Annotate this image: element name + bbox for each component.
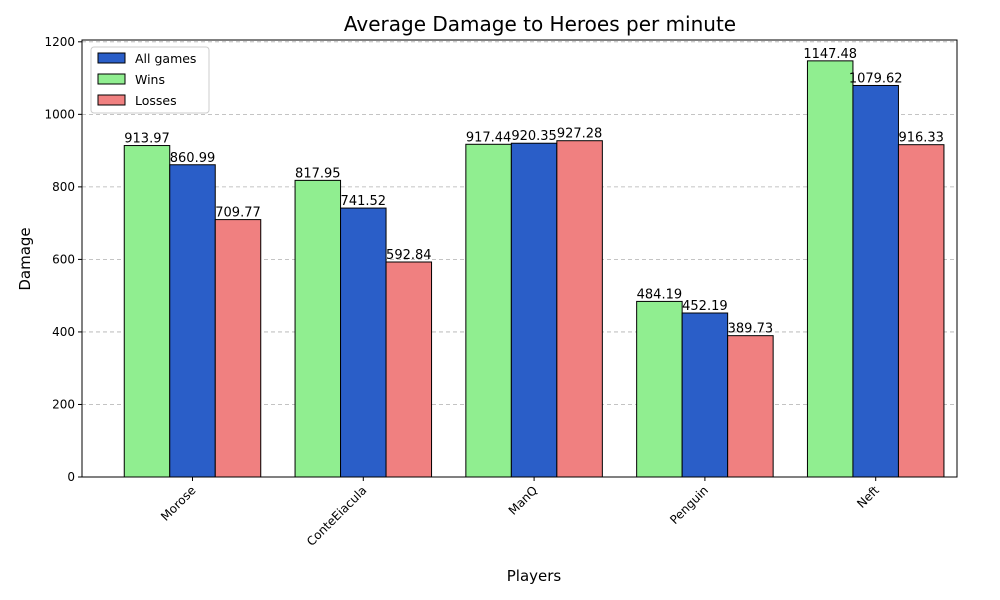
y-tick-label: 200 (52, 397, 75, 411)
x-tick-label: Penguin (667, 483, 711, 527)
bar-all-games (340, 207, 387, 478)
y-tick-label: 1000 (44, 107, 75, 121)
bar-value-label: 741.52 (341, 194, 387, 209)
x-tick-label: Morose (158, 483, 199, 524)
bar-value-label: 592.84 (386, 248, 432, 263)
plot-frame (81, 39, 958, 478)
y-tick-label: 1200 (44, 35, 75, 49)
legend-label: Losses (135, 93, 177, 108)
bar-value-label: 920.35 (511, 129, 557, 144)
bar-all-games (852, 84, 899, 478)
bar-losses (897, 144, 945, 478)
bar-all-games (169, 164, 216, 478)
bar-wins (123, 145, 171, 478)
bar-value-label: 913.97 (124, 132, 170, 147)
bar-value-label: 817.95 (295, 166, 341, 181)
chart-title: Average Damage to Heroes per minute (344, 12, 736, 36)
x-tick-label: ConteEiacula (304, 483, 369, 548)
y-tick-label: 600 (52, 252, 75, 266)
bar-losses (727, 335, 774, 478)
x-tick-label: ManQ (506, 483, 540, 517)
bar-value-label: 927.28 (557, 127, 603, 142)
bar-all-games (681, 312, 729, 478)
y-tick-label: 800 (52, 180, 75, 194)
bar-all-games (510, 142, 558, 478)
bar-value-label: 484.19 (637, 287, 683, 302)
legend-swatch (97, 52, 126, 64)
bar-value-label: 1147.48 (803, 47, 857, 62)
bar-losses (385, 261, 433, 478)
x-axis-title: Players (507, 567, 562, 585)
bar-losses (214, 219, 262, 478)
bar-value-label: 916.33 (898, 131, 944, 146)
bars (123, 60, 945, 478)
x-tick-label: Neft (854, 483, 882, 511)
bar-wins (806, 60, 854, 478)
bar-wins (465, 143, 512, 478)
bar-wins (636, 300, 683, 478)
legend-label: All games (135, 51, 196, 66)
y-axis-title: Damage (16, 227, 34, 290)
bar-value-label: 1079.62 (849, 71, 903, 86)
legend: All games Wins Losses (90, 46, 210, 114)
bar-value-label: 452.19 (682, 299, 728, 314)
y-tick-label: 0 (67, 470, 75, 484)
y-tick-label: 400 (52, 325, 75, 339)
legend-swatch (97, 94, 126, 106)
legend-swatch (97, 73, 126, 85)
bar-value-label: 709.77 (215, 206, 261, 221)
bar-losses (556, 140, 603, 478)
legend-label: Wins (135, 72, 165, 87)
bar-value-label: 389.73 (728, 322, 774, 337)
bar-wins (294, 179, 342, 478)
bar-value-label: 860.99 (170, 151, 216, 166)
bar-value-label: 917.44 (466, 130, 512, 145)
